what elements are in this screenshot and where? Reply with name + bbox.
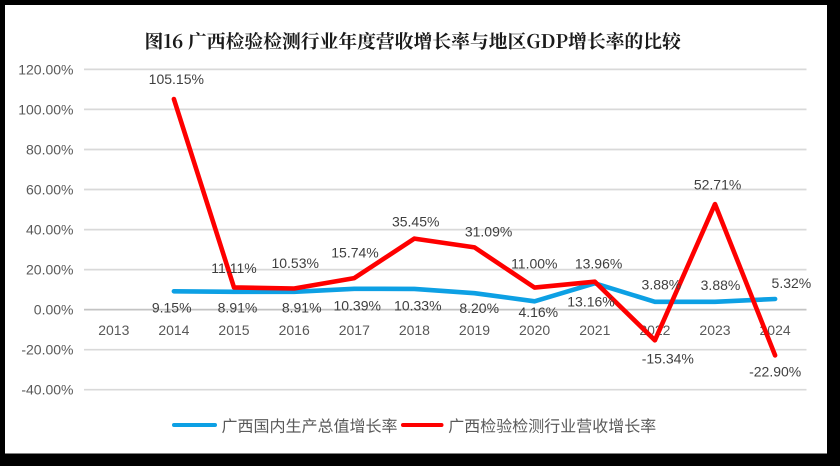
svg-text:2015: 2015 <box>218 322 249 338</box>
svg-text:2019: 2019 <box>459 322 490 338</box>
svg-text:80.00%: 80.00% <box>26 142 73 158</box>
svg-text:8.91%: 8.91% <box>218 300 258 316</box>
svg-text:105.15%: 105.15% <box>149 71 204 87</box>
svg-text:13.16%: 13.16% <box>567 293 614 309</box>
svg-text:2018: 2018 <box>399 322 430 338</box>
svg-text:2013: 2013 <box>98 322 129 338</box>
svg-text:0.00%: 0.00% <box>34 302 74 318</box>
svg-text:3.88%: 3.88% <box>701 277 741 293</box>
svg-text:2014: 2014 <box>158 322 189 338</box>
svg-text:100.00%: 100.00% <box>18 101 73 117</box>
svg-text:2020: 2020 <box>519 322 550 338</box>
svg-text:15.74%: 15.74% <box>331 245 378 261</box>
svg-text:2023: 2023 <box>699 322 730 338</box>
svg-text:4.16%: 4.16% <box>518 304 558 320</box>
svg-text:40.00%: 40.00% <box>26 222 73 238</box>
svg-text:11.00%: 11.00% <box>511 255 557 271</box>
svg-text:8.91%: 8.91% <box>282 300 322 316</box>
svg-text:-40.00%: -40.00% <box>21 382 73 398</box>
svg-text:2017: 2017 <box>339 322 370 338</box>
svg-text:31.09%: 31.09% <box>465 223 512 239</box>
svg-text:10.39%: 10.39% <box>333 298 380 314</box>
svg-text:2016: 2016 <box>279 322 310 338</box>
svg-text:120.00%: 120.00% <box>18 61 73 77</box>
svg-text:-15.34%: -15.34% <box>642 351 694 367</box>
svg-text:13.96%: 13.96% <box>575 255 622 271</box>
svg-text:2021: 2021 <box>579 322 610 338</box>
svg-text:10.53%: 10.53% <box>271 255 318 271</box>
svg-text:52.71%: 52.71% <box>694 177 741 193</box>
svg-text:10.33%: 10.33% <box>394 298 441 314</box>
svg-text:9.15%: 9.15% <box>152 300 192 316</box>
svg-text:3.88%: 3.88% <box>642 276 682 292</box>
svg-text:5.32%: 5.32% <box>772 275 812 291</box>
svg-text:35.45%: 35.45% <box>392 213 439 229</box>
svg-text:20.00%: 20.00% <box>26 262 73 278</box>
svg-text:8.20%: 8.20% <box>459 300 499 316</box>
svg-text:-20.00%: -20.00% <box>21 342 73 358</box>
svg-text:60.00%: 60.00% <box>26 182 73 198</box>
svg-text:-22.90%: -22.90% <box>749 364 801 380</box>
svg-text:11.11%: 11.11% <box>211 260 256 276</box>
